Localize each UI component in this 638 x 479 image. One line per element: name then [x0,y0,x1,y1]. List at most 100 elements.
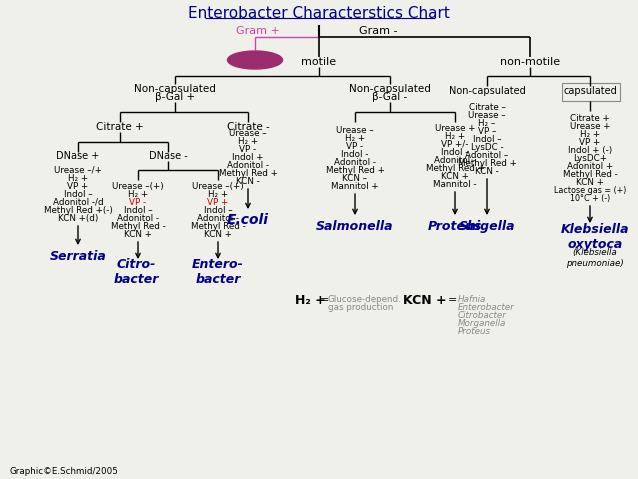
Ellipse shape [228,51,283,69]
Text: Methyl Red +: Methyl Red + [219,169,278,178]
Text: Urease –: Urease – [468,111,506,119]
Text: Salmonella: Salmonella [316,219,394,232]
Text: VP -: VP - [346,141,364,150]
Text: =: = [448,295,457,305]
Text: H₂ +: H₂ + [208,190,228,198]
Text: Citro-
bacter: Citro- bacter [114,258,159,286]
Text: Hafnia: Hafnia [458,296,486,305]
Text: VP +: VP + [68,182,89,191]
Text: Urease +: Urease + [570,122,611,130]
Text: Urease –(+): Urease –(+) [112,182,164,191]
Text: motile: motile [301,57,337,67]
Text: H₂ +: H₂ + [128,190,148,198]
Text: Enterobacter Characterstics Chart: Enterobacter Characterstics Chart [188,5,450,21]
Text: Urease –/+: Urease –/+ [54,166,102,174]
Text: VP -: VP - [130,197,147,206]
Text: Methyl Red +: Methyl Red + [426,163,484,172]
Text: Adonitol -: Adonitol - [334,158,376,167]
Text: Urease +: Urease + [434,124,475,133]
Text: VP -: VP - [239,145,256,153]
Text: Graphic©E.Schmid/2005: Graphic©E.Schmid/2005 [10,468,119,477]
Text: Urease –: Urease – [336,125,374,135]
Text: VP +: VP + [207,197,228,206]
Text: KCN +(d): KCN +(d) [58,214,98,223]
Text: Non-capsulated: Non-capsulated [449,86,525,96]
Text: Adonitol -: Adonitol - [197,214,239,223]
Text: gas production: gas production [328,304,394,312]
Text: Mannitol -: Mannitol - [433,180,477,189]
Text: Enterobacter: Enterobacter [458,304,515,312]
Text: Adonitol –: Adonitol – [465,150,508,160]
Text: Indol –: Indol – [204,205,232,215]
Text: H₂ +: H₂ + [68,173,88,182]
Text: Non-capsulated: Non-capsulated [349,84,431,94]
Text: non-motile: non-motile [500,57,560,67]
Text: Urease –: Urease – [229,128,267,137]
Text: Adonitol -/d: Adonitol -/d [53,197,103,206]
Text: Methyl Red -: Methyl Red - [110,221,165,230]
Text: Proteus: Proteus [428,219,482,232]
Text: Citrate +: Citrate + [570,114,610,123]
Text: H₂ +: H₂ + [345,134,365,142]
Text: H₂ +: H₂ + [238,137,258,146]
Text: Morganella: Morganella [458,319,507,329]
Text: Urease –(+): Urease –(+) [192,182,244,191]
Text: Mannitol +: Mannitol + [331,182,379,191]
Text: 10°C + (-): 10°C + (-) [570,194,610,203]
Text: KCN +: KCN + [204,229,232,239]
Text: VP –: VP – [478,126,496,136]
Text: KCN +: KCN + [403,294,447,307]
Text: H₂ +: H₂ + [580,129,600,138]
Text: Indol –: Indol – [124,205,152,215]
Text: Methyl Red -: Methyl Red - [563,170,618,179]
Text: Methyl Red +: Methyl Red + [457,159,516,168]
Text: β-Gal -: β-Gal - [373,92,408,102]
Text: Methyl Red -: Methyl Red - [191,221,246,230]
Text: Indol -: Indol - [441,148,469,157]
Text: capsulated: capsulated [563,86,617,96]
Text: Shigella: Shigella [459,219,516,232]
Text: Adonitol -: Adonitol - [117,214,159,223]
Text: =: = [320,295,329,305]
Text: (Klebsiella
pneumoniae): (Klebsiella pneumoniae) [566,248,624,268]
Text: LysDC -: LysDC - [471,142,503,151]
Text: DNase -: DNase - [149,151,188,161]
Text: Indol +: Indol + [232,152,263,161]
Text: KCN +: KCN + [441,171,469,181]
Text: H₂ +: H₂ + [295,294,325,307]
Text: VP +: VP + [579,137,600,147]
Text: Indol + (-): Indol + (-) [568,146,612,155]
Text: Adonitol -: Adonitol - [434,156,476,164]
Text: Citrate -: Citrate - [226,122,269,132]
Text: β-Gal +: β-Gal + [155,92,195,102]
Text: Citrobacter: Citrobacter [458,311,507,320]
Text: Serratia: Serratia [50,251,107,263]
Text: Adonitol -: Adonitol - [227,160,269,170]
Text: Gram +: Gram + [236,26,280,36]
Text: DNase +: DNase + [56,151,100,161]
Text: Methyl Red +: Methyl Red + [325,166,385,174]
Text: Gram -: Gram - [359,26,397,36]
Text: KCN +: KCN + [124,229,152,239]
Text: KCN +: KCN + [576,178,604,186]
Text: Adonitol +: Adonitol + [567,161,613,171]
Text: Lactose gas = (+): Lactose gas = (+) [554,185,626,194]
Text: Glucose-depend.: Glucose-depend. [328,296,402,305]
Text: E.coli: E.coli [227,213,269,227]
Text: Klebsiella
oxytoca: Klebsiella oxytoca [561,223,629,251]
Text: Non-capsulated: Non-capsulated [134,84,216,94]
Text: Proteus: Proteus [458,328,491,337]
Text: Methyl Red +(-): Methyl Red +(-) [43,205,112,215]
Text: Indol –: Indol – [473,135,501,144]
Text: KCN -: KCN - [475,167,499,175]
Text: H₂ +: H₂ + [445,132,465,140]
Text: H₂ –: H₂ – [478,118,496,127]
Text: KCN –: KCN – [343,173,367,182]
Text: LysDC+: LysDC+ [573,153,607,162]
Text: Citrate –: Citrate – [468,103,505,112]
Text: Indol –: Indol – [64,190,93,198]
Text: Citrate +: Citrate + [96,122,144,132]
Text: Indol -: Indol - [341,149,369,159]
Text: Entero-
bacter: Entero- bacter [192,258,244,286]
Text: KCN -: KCN - [236,176,260,185]
